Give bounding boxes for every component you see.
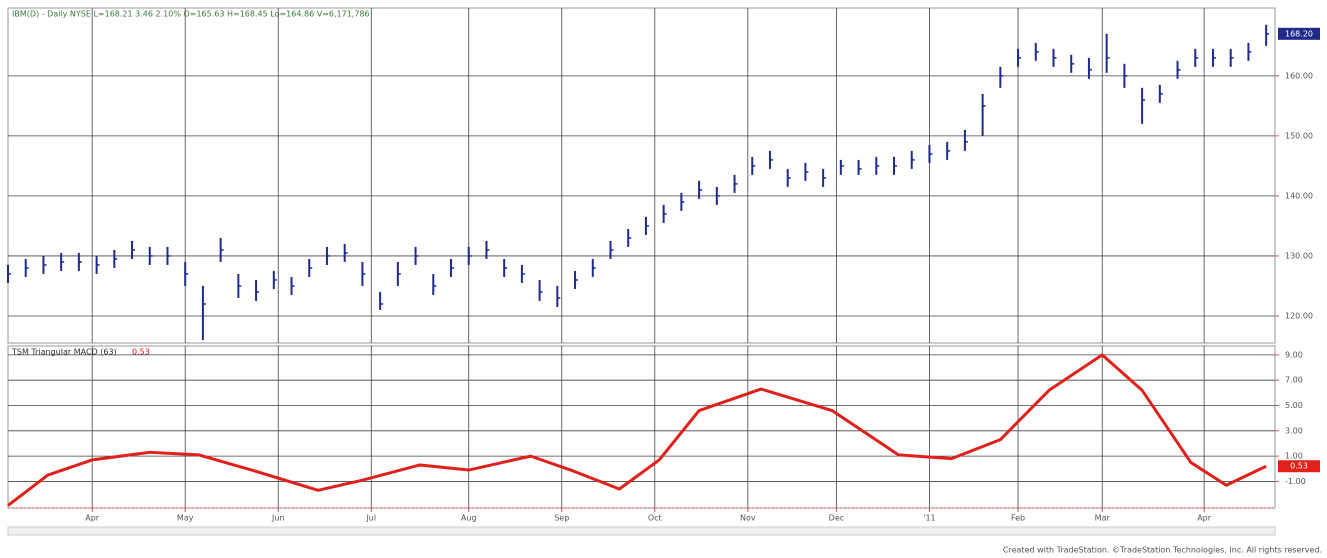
indicator-title: TSM Triangular MACD (63)	[11, 348, 117, 357]
indicator-value: 0.53	[132, 348, 150, 357]
last-value-box	[1278, 27, 1320, 40]
x-tick-label: May	[177, 514, 194, 523]
y-tick-label: -1.00	[1285, 477, 1306, 486]
x-tick-label: Feb	[1011, 514, 1025, 523]
x-tick-label: Oct	[648, 514, 662, 523]
x-tick-label: Nov	[740, 514, 756, 523]
x-tick-label: Apr	[1197, 514, 1212, 523]
x-tick-label: Jul	[365, 514, 376, 523]
chart-title: IBM(D) - Daily NYSE L=168.21 3.46 2.10% …	[12, 10, 370, 19]
last-value: 168.20	[1285, 29, 1313, 38]
y-tick-label: 120.00	[1285, 311, 1313, 320]
x-tick-label: Jun	[271, 514, 285, 523]
x-tick-label: Aug	[461, 514, 477, 523]
price-panel	[7, 7, 1276, 344]
y-tick-label: 9.00	[1285, 350, 1303, 359]
macd-line	[7, 353, 1267, 507]
last-value-box	[1278, 460, 1320, 473]
credit: Created with TradeStation. ©TradeStation…	[1003, 546, 1322, 555]
y-tick-label: 3.00	[1285, 426, 1303, 435]
y-tick-label: 1.00	[1285, 452, 1303, 461]
x-tick-label: Apr	[85, 514, 100, 523]
x-tick-label: Dec	[829, 514, 844, 523]
y-tick-label: 160.00	[1285, 71, 1313, 80]
macd-panel	[7, 345, 1276, 509]
y-tick-label: 5.00	[1285, 401, 1303, 410]
x-tick-label: '11	[923, 514, 935, 523]
x-tick-label: Sep	[554, 514, 569, 523]
scrollbar[interactable]	[7, 526, 1276, 536]
last-value: 0.53	[1290, 462, 1308, 471]
x-tick-label: Mar	[1095, 514, 1111, 523]
y-tick-label: 140.00	[1285, 191, 1313, 200]
y-tick-label: 150.00	[1285, 131, 1313, 140]
y-tick-label: 130.00	[1285, 251, 1313, 260]
y-tick-label: 7.00	[1285, 376, 1303, 385]
